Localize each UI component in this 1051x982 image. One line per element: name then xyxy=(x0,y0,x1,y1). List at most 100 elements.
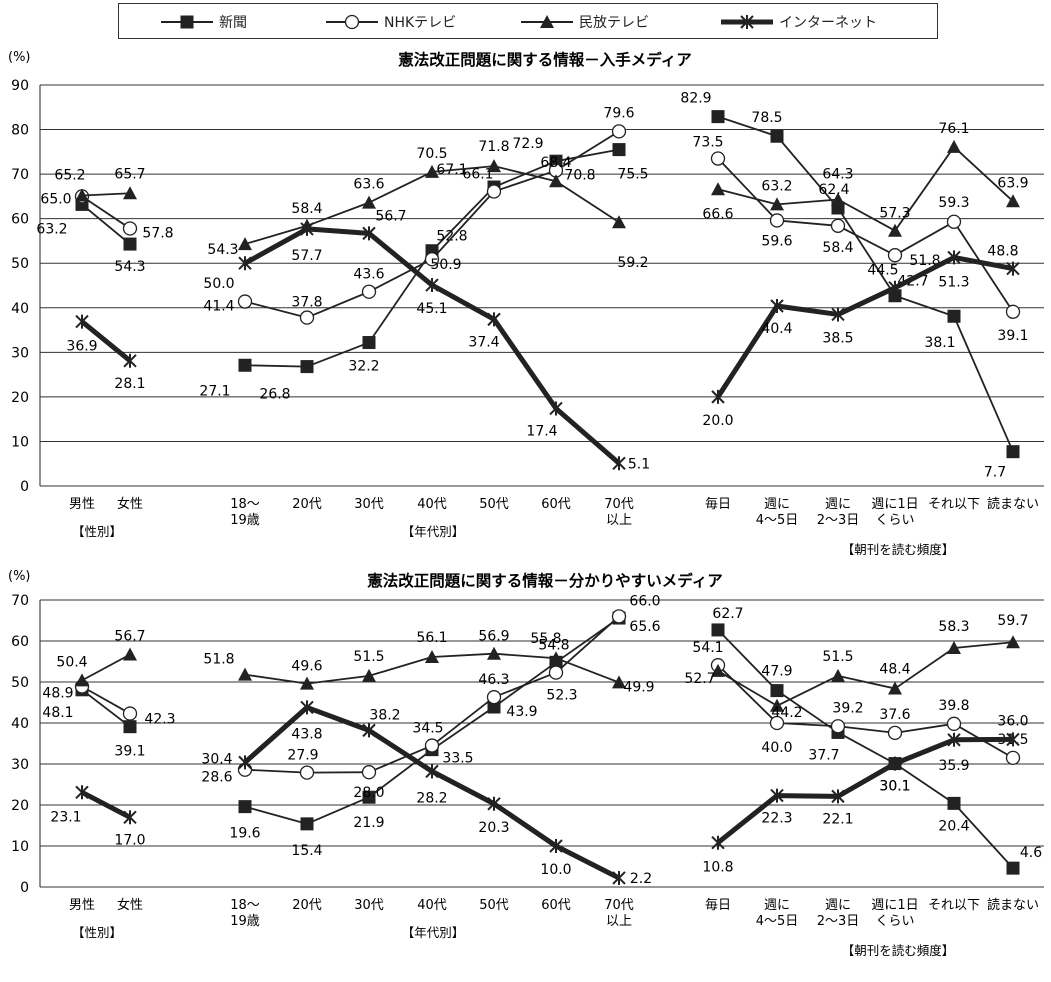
data-point xyxy=(299,310,315,325)
data-label: 58.4 xyxy=(822,240,853,256)
data-label: 28.2 xyxy=(416,790,447,806)
data-point xyxy=(711,835,725,850)
data-point xyxy=(238,667,252,681)
data-point xyxy=(612,456,626,471)
series-line xyxy=(717,157,1014,313)
chart-title: 憲法改正問題に関する情報－分かりやすいメディア xyxy=(367,571,722,590)
x-tick-label: 週に xyxy=(825,898,851,913)
data-label: 48.8 xyxy=(987,244,1018,260)
data-point xyxy=(425,649,439,663)
data-point xyxy=(612,675,626,689)
x-tick-label: 60代 xyxy=(541,497,571,512)
data-point xyxy=(947,796,961,810)
x-tick-label: くらい xyxy=(875,513,914,528)
x-tick-label: 20代 xyxy=(292,497,322,512)
data-point xyxy=(946,214,962,229)
x-tick-label: 以上 xyxy=(606,914,632,929)
data-point xyxy=(831,668,845,682)
data-point xyxy=(612,870,626,885)
data-point xyxy=(300,221,314,236)
x-tick-label: 週に xyxy=(764,497,790,512)
x-tick-label: 18～ xyxy=(230,497,260,512)
y-tick-label: 50 xyxy=(11,675,29,691)
data-point xyxy=(425,278,439,293)
data-point xyxy=(888,280,902,295)
data-label: 41.4 xyxy=(203,299,234,315)
data-point xyxy=(362,790,376,804)
data-point xyxy=(946,716,962,731)
data-label: 46.3 xyxy=(478,672,509,688)
data-label: 20.0 xyxy=(702,413,733,429)
data-label: 57.7 xyxy=(291,248,322,264)
data-point xyxy=(711,623,725,637)
x-tick-label: 週に1日 xyxy=(871,898,918,913)
data-label: 72.9 xyxy=(512,136,543,152)
data-label: 56.1 xyxy=(416,630,447,646)
data-label: 65.6 xyxy=(629,619,660,635)
data-point xyxy=(238,237,252,251)
data-label: 63.6 xyxy=(353,177,384,193)
data-label: 32.2 xyxy=(348,359,379,375)
data-point xyxy=(486,690,502,705)
series-line xyxy=(81,195,131,230)
data-label: 62.4 xyxy=(818,182,849,198)
data-point xyxy=(549,839,563,853)
data-label: 65.7 xyxy=(114,166,145,182)
data-label: 59.2 xyxy=(617,255,648,271)
data-point xyxy=(611,124,627,139)
data-label: 63.2 xyxy=(761,178,792,194)
data-point xyxy=(947,309,961,323)
data-point xyxy=(362,723,376,738)
group-label: 【性別】 xyxy=(72,925,122,940)
legend-label: NHKテレビ xyxy=(384,15,457,31)
data-label: 37.4 xyxy=(468,334,499,350)
data-label: 36.9 xyxy=(66,339,97,355)
data-label: 22.1 xyxy=(822,811,853,827)
data-label: 30.1 xyxy=(879,779,910,795)
series-line xyxy=(81,192,131,197)
data-label: 27.1 xyxy=(199,383,230,399)
group-label: 【年代別】 xyxy=(402,925,465,940)
data-point xyxy=(612,215,626,229)
legend-item: NHKテレビ xyxy=(324,10,456,34)
data-point xyxy=(888,681,902,695)
data-label: 36.0 xyxy=(997,713,1028,729)
data-label: 40.0 xyxy=(761,740,792,756)
data-point xyxy=(486,184,502,199)
data-point xyxy=(612,143,626,157)
x-tick-label: 2～3日 xyxy=(817,513,860,528)
data-label: 17.0 xyxy=(114,832,145,848)
series-0 xyxy=(75,110,1020,459)
data-label: 71.8 xyxy=(478,139,509,155)
data-label: 7.7 xyxy=(984,465,1006,481)
data-point xyxy=(830,218,846,233)
data-point xyxy=(362,668,376,682)
data-label: 38.2 xyxy=(369,707,400,723)
data-label: 43.6 xyxy=(353,267,384,283)
data-point xyxy=(710,151,726,166)
data-point xyxy=(1006,732,1020,747)
data-point xyxy=(769,213,785,228)
data-label: 20.4 xyxy=(938,818,969,834)
data-point xyxy=(362,336,376,350)
data-point xyxy=(238,755,252,770)
x-tick-label: 以上 xyxy=(606,513,632,528)
y-tick-label: 10 xyxy=(11,434,29,450)
data-label: 70.5 xyxy=(416,146,447,162)
x-tick-label: 4～5日 xyxy=(756,914,799,929)
y-tick-label: 30 xyxy=(11,345,29,361)
legend-marker xyxy=(540,15,554,28)
data-label: 26.8 xyxy=(259,387,290,403)
x-tick-label: 男性 xyxy=(69,497,95,512)
x-tick-label: 30代 xyxy=(354,898,384,913)
series-line xyxy=(81,203,131,245)
data-point xyxy=(770,298,784,313)
data-label: 28.0 xyxy=(353,785,384,801)
data-label: 38.1 xyxy=(924,335,955,351)
data-label: 47.9 xyxy=(761,664,792,680)
data-point xyxy=(361,284,377,299)
x-tick-label: 週に1日 xyxy=(871,497,918,512)
data-point xyxy=(611,609,627,624)
data-label: 39.8 xyxy=(938,698,969,714)
data-label: 37.6 xyxy=(879,707,910,723)
